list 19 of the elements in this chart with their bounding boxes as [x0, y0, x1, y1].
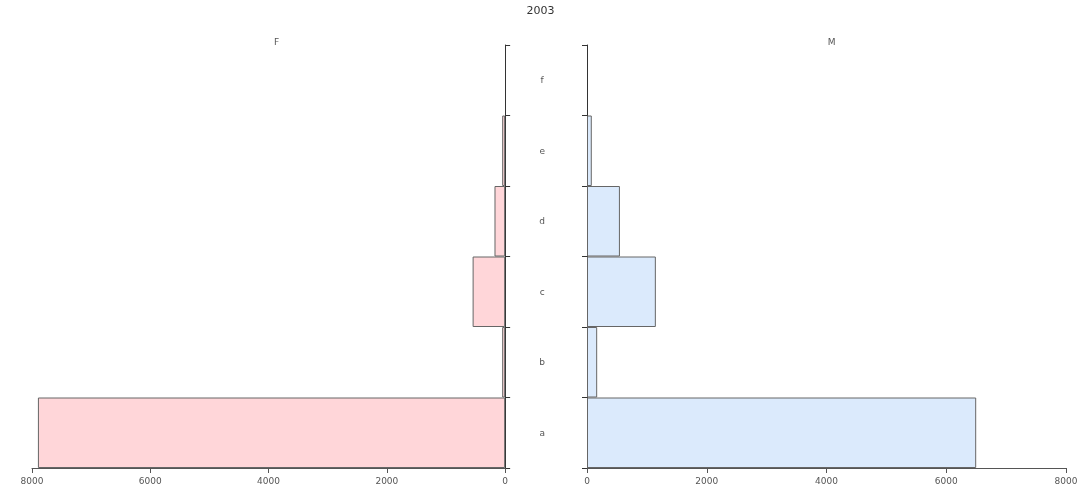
y-tick-label: b [539, 357, 546, 368]
x-tick-label: 4000 [257, 475, 281, 486]
x-tick-label: 0 [584, 475, 591, 486]
text: 2003 [525, 4, 556, 17]
y-tick-label: a [539, 427, 545, 438]
text: F [273, 36, 280, 47]
x-tick-label: 4000 [815, 475, 839, 486]
x-tick-label: 6000 [138, 475, 163, 486]
x-tick-label: 2000 [695, 475, 719, 486]
y-tick-label: f [540, 75, 545, 86]
x-tick-label: 8000 [1054, 475, 1078, 486]
x-tick-label: 6000 [934, 475, 958, 486]
y-tick-label: e [539, 145, 546, 156]
x-tick-label: 8000 [20, 475, 44, 486]
y-tick-label: d [539, 216, 545, 227]
x-tick-label: 0 [502, 475, 509, 486]
y-tick-label: c [539, 286, 545, 297]
text: M [827, 36, 836, 47]
x-tick-label: 2000 [375, 475, 399, 486]
